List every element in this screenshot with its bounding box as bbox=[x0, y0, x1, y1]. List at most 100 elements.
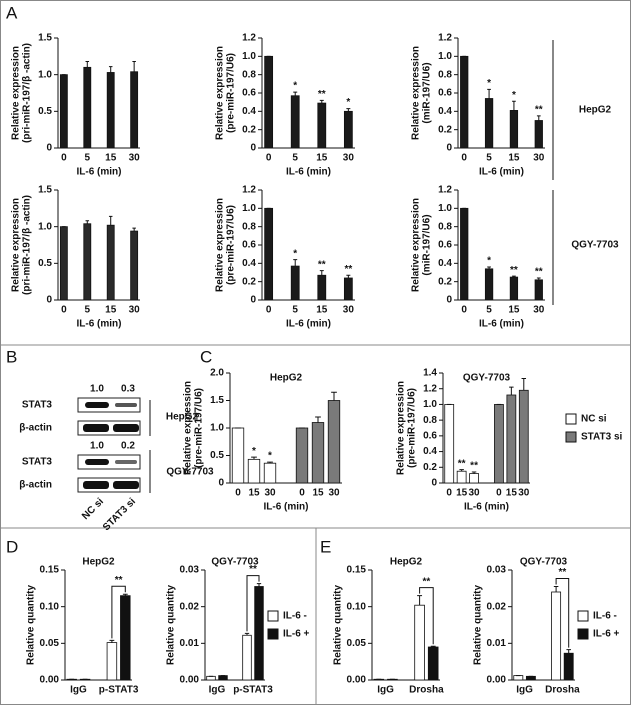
bar bbox=[551, 591, 562, 681]
x-tick-label: 15 bbox=[506, 488, 518, 499]
x-tick-label: 0 bbox=[496, 488, 502, 499]
y-axis-label: Relative expression bbox=[11, 198, 22, 292]
y-axis-label: (pre-miR-197/U6) bbox=[226, 53, 237, 133]
y-tick-label: 1.2 bbox=[423, 383, 437, 394]
row-label: HepG2 bbox=[579, 105, 612, 116]
blot-row-label: STAT3 bbox=[22, 400, 53, 411]
legend-swatch bbox=[565, 431, 577, 443]
y-tick-label: 0.00 bbox=[40, 675, 60, 686]
x-tick-label: 15 bbox=[105, 153, 117, 164]
y-tick-label: 0.4 bbox=[438, 106, 452, 117]
y-tick-label: 1.0 bbox=[210, 423, 224, 434]
y-tick-label: 0.6 bbox=[438, 240, 452, 251]
error-bar bbox=[430, 645, 436, 647]
y-axis-label: Relative expression bbox=[183, 381, 194, 475]
significance-label: * bbox=[293, 81, 297, 92]
significance-label: ** bbox=[470, 461, 478, 472]
y-tick-label: 1.0 bbox=[423, 399, 437, 410]
error-bar bbox=[293, 259, 298, 267]
blot-row-label: β-actin bbox=[19, 423, 52, 434]
y-tick-label: 0 bbox=[446, 295, 452, 306]
y-axis-label: Relative expression bbox=[215, 46, 226, 140]
significance-label: * bbox=[268, 451, 272, 462]
error-bar bbox=[487, 88, 491, 99]
bar bbox=[343, 110, 353, 149]
legend-swatch bbox=[267, 610, 279, 622]
bar bbox=[83, 66, 92, 149]
y-axis-label: (miR-197/U6) bbox=[422, 214, 433, 275]
error-bar bbox=[319, 99, 324, 104]
bar bbox=[218, 675, 228, 681]
x-tick-label: 30 bbox=[343, 305, 355, 316]
y-tick-label: 0.2 bbox=[438, 276, 452, 287]
error-bar bbox=[566, 649, 571, 654]
significance-label: * bbox=[293, 248, 297, 259]
y-tick-label: 0.8 bbox=[438, 69, 452, 80]
y-axis-label: Relative expression bbox=[411, 198, 422, 292]
error-bar bbox=[346, 108, 351, 112]
significance-bracket bbox=[111, 585, 126, 639]
x-tick-label: 15 bbox=[456, 488, 468, 499]
y-tick-label: 1.5 bbox=[38, 185, 52, 196]
x-tick-label: 0 bbox=[461, 305, 467, 316]
y-tick-label: 1.4 bbox=[423, 368, 437, 379]
x-axis-label: IL-6 (min) bbox=[264, 502, 309, 513]
bar bbox=[456, 470, 467, 484]
error-bar bbox=[122, 593, 128, 596]
bar bbox=[311, 422, 325, 484]
bar bbox=[414, 604, 425, 681]
y-tick-label: 0.8 bbox=[242, 221, 256, 232]
legend-label: IL-6 - bbox=[593, 611, 617, 622]
x-tick-label: 30 bbox=[469, 488, 481, 499]
panel-label: E bbox=[320, 537, 331, 556]
x-tick-label: 30 bbox=[129, 305, 141, 316]
x-tick-label: 5 bbox=[85, 305, 91, 316]
y-tick-label: 0.05 bbox=[347, 638, 367, 649]
y-tick-label: 1.2 bbox=[242, 33, 256, 44]
legend-swatch bbox=[565, 413, 577, 425]
y-tick-label: 0.02 bbox=[487, 601, 507, 612]
bar bbox=[290, 265, 300, 301]
y-axis-label: Relative quantity bbox=[473, 585, 484, 665]
y-tick-label: 2.0 bbox=[210, 368, 224, 379]
band bbox=[83, 481, 109, 489]
chart-title: HepG2 bbox=[270, 373, 303, 384]
y-axis-label: (pri-miR-197/β -actin) bbox=[22, 195, 33, 295]
x-tick-label: 15 bbox=[312, 488, 324, 499]
chart-title: QGY-7703 bbox=[520, 557, 568, 568]
bar bbox=[263, 462, 277, 484]
y-axis-label: (miR-197/U6) bbox=[422, 62, 433, 123]
chart-title: HepG2 bbox=[390, 557, 423, 568]
bar bbox=[59, 226, 68, 301]
panel-label: A bbox=[6, 3, 18, 22]
y-tick-label: 1.0 bbox=[438, 51, 452, 62]
y-tick-label: 0 bbox=[431, 478, 437, 489]
y-tick-label: 0.5 bbox=[38, 106, 52, 117]
bar bbox=[106, 642, 118, 681]
bar bbox=[343, 277, 353, 301]
x-tick-label: 0 bbox=[61, 153, 67, 164]
y-tick-label: 0 bbox=[46, 143, 52, 154]
y-tick-label: 0.4 bbox=[423, 446, 437, 457]
error-bar bbox=[85, 60, 90, 68]
bar bbox=[534, 279, 543, 301]
band-quantity: 0.3 bbox=[121, 384, 135, 395]
band bbox=[113, 481, 139, 489]
bar bbox=[120, 595, 131, 681]
x-tick-label: 15 bbox=[316, 153, 328, 164]
y-tick-label: 0.01 bbox=[180, 638, 200, 649]
bar bbox=[427, 646, 439, 681]
panel-label: C bbox=[200, 347, 212, 366]
y-tick-label: 0.2 bbox=[423, 462, 437, 473]
error-bar bbox=[256, 583, 262, 587]
error-bar bbox=[417, 595, 423, 606]
y-axis-label: Relative quantity bbox=[333, 585, 344, 665]
bar bbox=[509, 276, 519, 301]
bar bbox=[59, 74, 68, 149]
x-tick-label: 5 bbox=[486, 153, 492, 164]
error-bar bbox=[512, 275, 516, 278]
error-bar bbox=[315, 416, 321, 423]
band-quantity: 1.0 bbox=[90, 441, 104, 452]
bar bbox=[317, 274, 327, 301]
